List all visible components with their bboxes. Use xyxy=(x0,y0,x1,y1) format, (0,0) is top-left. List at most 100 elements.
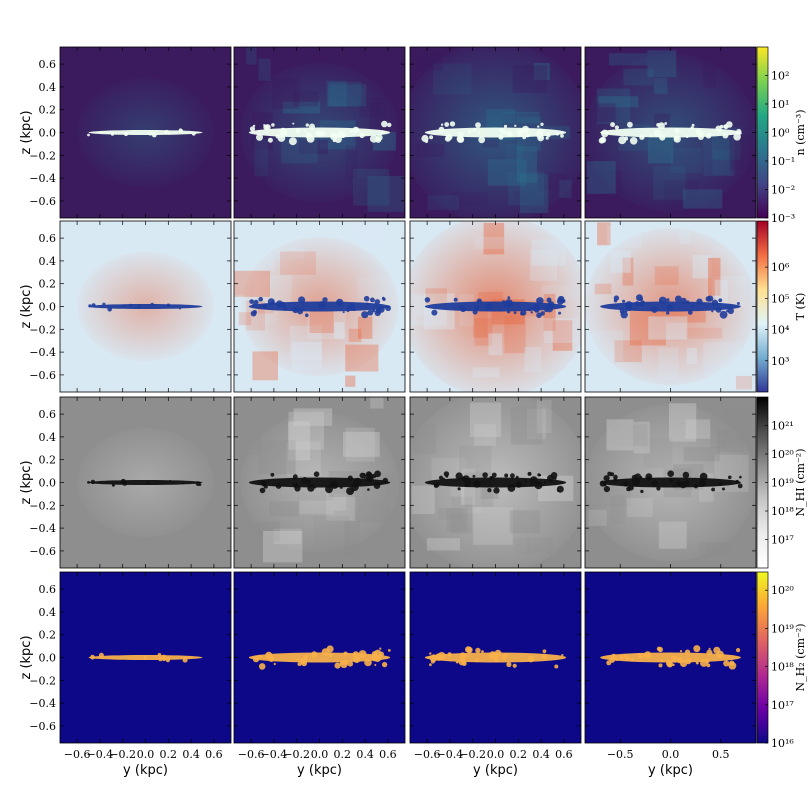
disk-clump xyxy=(433,483,439,488)
outflow-patch xyxy=(658,521,687,549)
disk-clump xyxy=(362,473,366,476)
disk-clump xyxy=(555,131,560,136)
disk-clump xyxy=(705,132,712,139)
colorbar-3: 10²¹ 10²⁰ 10¹⁹ 10¹⁸ 10¹⁷ N_HI (cm⁻²) xyxy=(756,396,807,569)
panel-r3-c1: 0.6 0.4 0.2 0.0 −0.2 −0.4 −0.6 xyxy=(29,396,232,569)
y-tick-label: 0.4 xyxy=(39,606,57,619)
disk-clump xyxy=(530,483,534,487)
disk-clump xyxy=(387,122,392,128)
disk-clump xyxy=(443,471,450,477)
disk-clump xyxy=(540,122,544,127)
outflow-patch xyxy=(531,239,566,266)
outflow-patch xyxy=(414,295,436,316)
disk-clump xyxy=(346,487,355,496)
disk-clump xyxy=(143,656,147,660)
disk-clump xyxy=(440,123,444,126)
disk-clump xyxy=(161,654,167,660)
disk-clump xyxy=(726,121,733,128)
disk-clump xyxy=(380,130,385,134)
disk-clump xyxy=(640,489,644,494)
disk-clump xyxy=(680,297,687,304)
disk-clump xyxy=(706,649,713,656)
outflow-patch xyxy=(370,397,384,409)
disk-clump xyxy=(545,136,549,140)
outflow-patch xyxy=(508,171,545,206)
disk-clump xyxy=(429,135,434,140)
y-tick-label: 0.6 xyxy=(39,58,57,71)
outflow-patch xyxy=(334,322,345,339)
disk-clump xyxy=(157,653,162,657)
disk-clump xyxy=(282,306,287,311)
colorbar-tick-label: 10¹⁶ xyxy=(771,737,794,750)
y-tick-label: −0.6 xyxy=(29,369,56,382)
disk-clump xyxy=(429,652,432,655)
disk-clump xyxy=(659,296,667,304)
disk-clump xyxy=(534,481,543,490)
y-axis-label: z (kpc) xyxy=(19,635,34,679)
disk-clump xyxy=(530,311,533,314)
y-tick-label: 0.0 xyxy=(39,301,57,314)
disk-clump xyxy=(447,652,452,657)
y-tick-label: −0.4 xyxy=(29,172,56,185)
outflow-patch xyxy=(592,330,624,362)
outflow-patch xyxy=(474,236,505,249)
outflow-patch xyxy=(626,498,653,518)
disk-clump xyxy=(546,297,552,303)
disk-clump xyxy=(460,306,466,313)
disk-clump xyxy=(718,298,723,303)
disk-clump xyxy=(623,481,629,487)
disk-clump xyxy=(737,483,743,489)
disk-clump xyxy=(711,299,719,306)
outflow-patch xyxy=(536,400,552,433)
y-tick-label: −0.6 xyxy=(29,545,56,558)
disk-clump xyxy=(102,302,106,306)
disk-clump xyxy=(431,309,438,316)
disk-clump xyxy=(506,661,512,668)
disk-clump xyxy=(347,475,353,481)
y-tick-label: 0.6 xyxy=(39,583,57,596)
x-tick-label: 0.4 xyxy=(182,748,200,761)
outflow-patch xyxy=(246,47,257,65)
outflow-patch xyxy=(629,307,666,346)
y-tick-label: 0.2 xyxy=(39,629,57,642)
disk-clump xyxy=(666,131,669,134)
disk-clump xyxy=(649,134,653,138)
outflow-patch xyxy=(527,537,553,554)
outflow-patch xyxy=(345,344,379,372)
panel-r2-c4 xyxy=(584,220,757,393)
disk-clump xyxy=(627,121,633,128)
disk-clump xyxy=(727,307,734,315)
outflow-patch xyxy=(648,316,688,340)
disk-clump xyxy=(659,134,666,141)
outflow-patch xyxy=(705,542,745,564)
y-axis-label: z (kpc) xyxy=(19,110,34,154)
disk-clump xyxy=(619,655,624,660)
outflow-patch xyxy=(552,320,573,351)
outflow-patch xyxy=(234,270,270,297)
outflow-patch xyxy=(474,318,493,346)
y-tick-label: −0.2 xyxy=(29,323,56,336)
disk-clump xyxy=(680,659,688,668)
disk-clump xyxy=(475,122,481,128)
disk-midplane xyxy=(88,304,203,309)
disk-clump xyxy=(715,306,722,313)
outflow-patch xyxy=(252,351,278,381)
disk-clump xyxy=(521,125,530,133)
x-tick-label: −0.4 xyxy=(87,748,114,761)
disk-clump xyxy=(560,134,564,138)
disk-clump xyxy=(719,124,724,129)
disk-clump xyxy=(502,129,507,134)
outflow-patch xyxy=(692,254,712,279)
panel-r4-c4: −0.5 0.0 0.5 y (kpc) xyxy=(584,571,757,778)
outflow-patch xyxy=(266,247,305,260)
outflow-patch xyxy=(411,485,435,515)
disk-clump xyxy=(335,298,344,307)
disk-clump xyxy=(275,300,284,308)
colorbar-4: 10²⁰ 10¹⁹ 10¹⁸ 10¹⁷ 10¹⁶ N_H₂ (cm⁻²) xyxy=(756,571,807,750)
disk-clump xyxy=(363,295,370,302)
colorbar-tick-label: 10¹⁸ xyxy=(771,505,794,518)
outflow-patch xyxy=(588,509,607,527)
disk-clump xyxy=(728,475,732,480)
disk-clump xyxy=(371,651,378,657)
disk-clump xyxy=(656,646,662,651)
